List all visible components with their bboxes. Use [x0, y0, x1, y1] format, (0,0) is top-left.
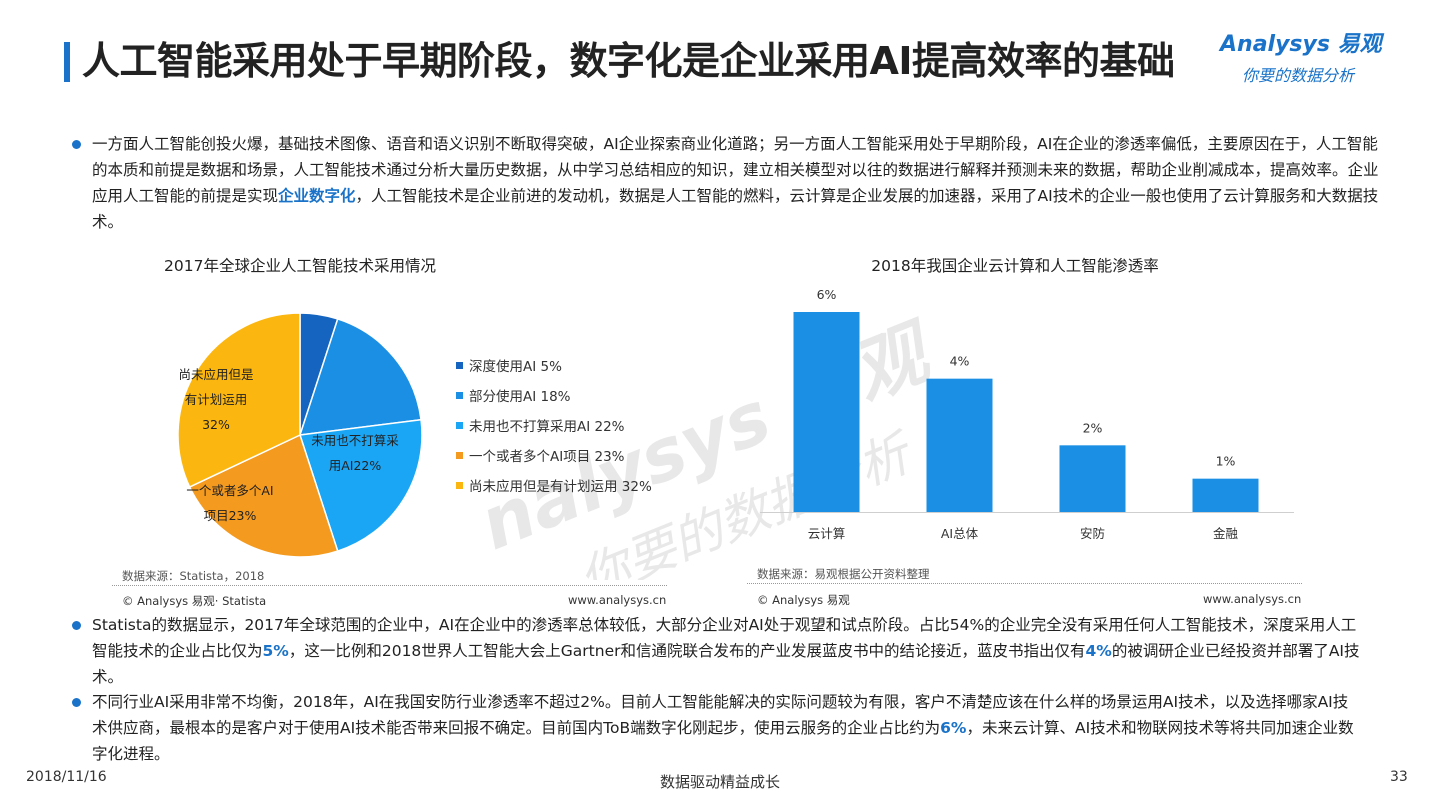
bullet-icon — [72, 698, 81, 707]
legend-item: 部分使用AI 18% — [456, 380, 652, 410]
pie-divider — [112, 585, 667, 587]
pie-website: www.analysys.cn — [568, 593, 667, 607]
page-date: 2018/11/16 — [26, 769, 107, 785]
para2-text-3: 的被调研企业已经投资并部署了AI技术。 — [92, 642, 1360, 686]
bar-chart: 6% 云计算 4% AI总体 2% 安防 1% 金融 — [760, 287, 1294, 541]
intro-highlight: 企业数字化 — [278, 187, 356, 205]
intro-paragraph: 一方面人工智能创投火爆，基础技术图像、语音和语义识别不断取得突破，AI企业探索商… — [92, 131, 1382, 235]
legend-label: 一个或者多个AI项目 23% — [469, 449, 625, 465]
para2-text-2: ，这一比例和2018世界人工智能大会上Gartner和信通院联合发布的产业发展蓝… — [288, 642, 1086, 660]
legend-label: 深度使用AI 5% — [469, 359, 562, 375]
legend-item: 一个或者多个AI项目 23% — [456, 440, 652, 470]
pie-slice-label: 用AI22% — [329, 458, 382, 473]
legend-label: 尚未应用但是有计划运用 32% — [469, 479, 652, 495]
analysys-logo: Analysys 易观 你要的数据分析 — [1220, 26, 1420, 96]
bar-category-label: AI总体 — [941, 526, 979, 541]
legend-item: 尚未应用但是有计划运用 32% — [456, 470, 652, 500]
bar-value-label: 1% — [1216, 454, 1236, 469]
pie-slice-label: 32% — [202, 417, 230, 432]
bar-chart-title: 2018年我国企业云计算和人工智能渗透率 — [871, 257, 1159, 275]
pie-slice-label: 项目23% — [204, 508, 257, 523]
pie-legend: 深度使用AI 5% 部分使用AI 18% 未用也不打算采用AI 22% 一个或者… — [456, 350, 652, 500]
pie-slice-label: 一个或者多个AI — [186, 483, 273, 498]
page-title: 人工智能采用处于早期阶段，数字化是企业采用AI提高效率的基础 — [82, 39, 1175, 83]
intro-text-2: ，人工智能技术是企业前进的发动机，数据是人工智能的燃料，云计算是企业发展的加速器… — [92, 187, 1379, 231]
para2-highlight-1: 5% — [262, 642, 289, 660]
legend-swatch-icon — [456, 361, 463, 369]
bar-divider — [747, 583, 1302, 585]
bar-copyright: © Analysys 易观 — [757, 593, 850, 607]
para2-highlight-2: 4% — [1085, 642, 1112, 660]
bar-value-label: 2% — [1083, 420, 1103, 435]
logo-tagline: 你要的数据分析 — [1242, 66, 1355, 85]
pie-slice — [298, 318, 422, 436]
page-number: 33 — [1390, 769, 1408, 785]
pie-slice-label: 有计划运用 — [185, 392, 248, 407]
bar — [1192, 478, 1259, 512]
legend-swatch-icon — [456, 451, 463, 459]
legend-label: 未用也不打算采用AI 22% — [469, 419, 625, 435]
bar — [793, 312, 860, 512]
pie-copyright: © Analysys 易观· Statista — [122, 594, 267, 608]
pie-slice-label: 未用也不打算采 — [311, 433, 399, 448]
bar-source: 数据来源：易观根据公开资料整理 — [757, 567, 930, 581]
industry-paragraph: 不同行业AI采用非常不均衡，2018年，AI在我国安防行业渗透率不超过2%。目前… — [92, 689, 1362, 767]
legend-item: 未用也不打算采用AI 22% — [456, 410, 652, 440]
bar-category-label: 云计算 — [808, 526, 846, 541]
pie-chart-title: 2017年全球企业人工智能技术采用情况 — [164, 257, 436, 275]
bullet-icon — [72, 140, 81, 149]
bar-value-label: 6% — [817, 287, 837, 302]
bar-category-label: 金融 — [1213, 526, 1239, 541]
bar-website: www.analysys.cn — [1203, 592, 1302, 606]
statista-paragraph: Statista的数据显示，2017年全球范围的企业中，AI在企业中的渗透率总体… — [92, 612, 1362, 690]
pie-slice — [188, 433, 339, 558]
logo-brand: Analysys 易观 — [1220, 32, 1382, 57]
bar-category-label: 安防 — [1080, 526, 1105, 541]
para3-text-1: 不同行业AI采用非常不均衡，2018年，AI在我国安防行业渗透率不超过2%。目前… — [92, 693, 1349, 737]
pie-slice — [177, 312, 301, 488]
legend-swatch-icon — [456, 421, 463, 429]
legend-label: 部分使用AI 18% — [469, 389, 571, 405]
title-accent-bar — [64, 42, 70, 82]
legend-item: 深度使用AI 5% — [456, 350, 652, 380]
pie-source: 数据来源：Statista，2018 — [122, 569, 265, 583]
bar-value-label: 4% — [950, 354, 970, 369]
para3-highlight-1: 6% — [940, 719, 967, 737]
intro-text-1: 一方面人工智能创投火爆，基础技术图像、语音和语义识别不断取得突破，AI企业探索商… — [92, 135, 1379, 205]
para2-text-1: Statista的数据显示，2017年全球范围的企业中，AI在企业中的渗透率总体… — [92, 616, 1357, 660]
pie-slice — [299, 418, 423, 552]
legend-swatch-icon — [456, 481, 463, 489]
bullet-icon — [72, 621, 81, 630]
bar — [1059, 445, 1126, 512]
pie-slice-label: 尚未应用但是 — [178, 367, 254, 382]
bar — [926, 378, 993, 512]
para3-text-2: ，未来云计算、AI技术和物联网技术等将共同加速企业数字化进程。 — [92, 719, 1354, 763]
legend-swatch-icon — [456, 391, 463, 399]
page-slogan: 数据驱动精益成长 — [659, 773, 780, 791]
